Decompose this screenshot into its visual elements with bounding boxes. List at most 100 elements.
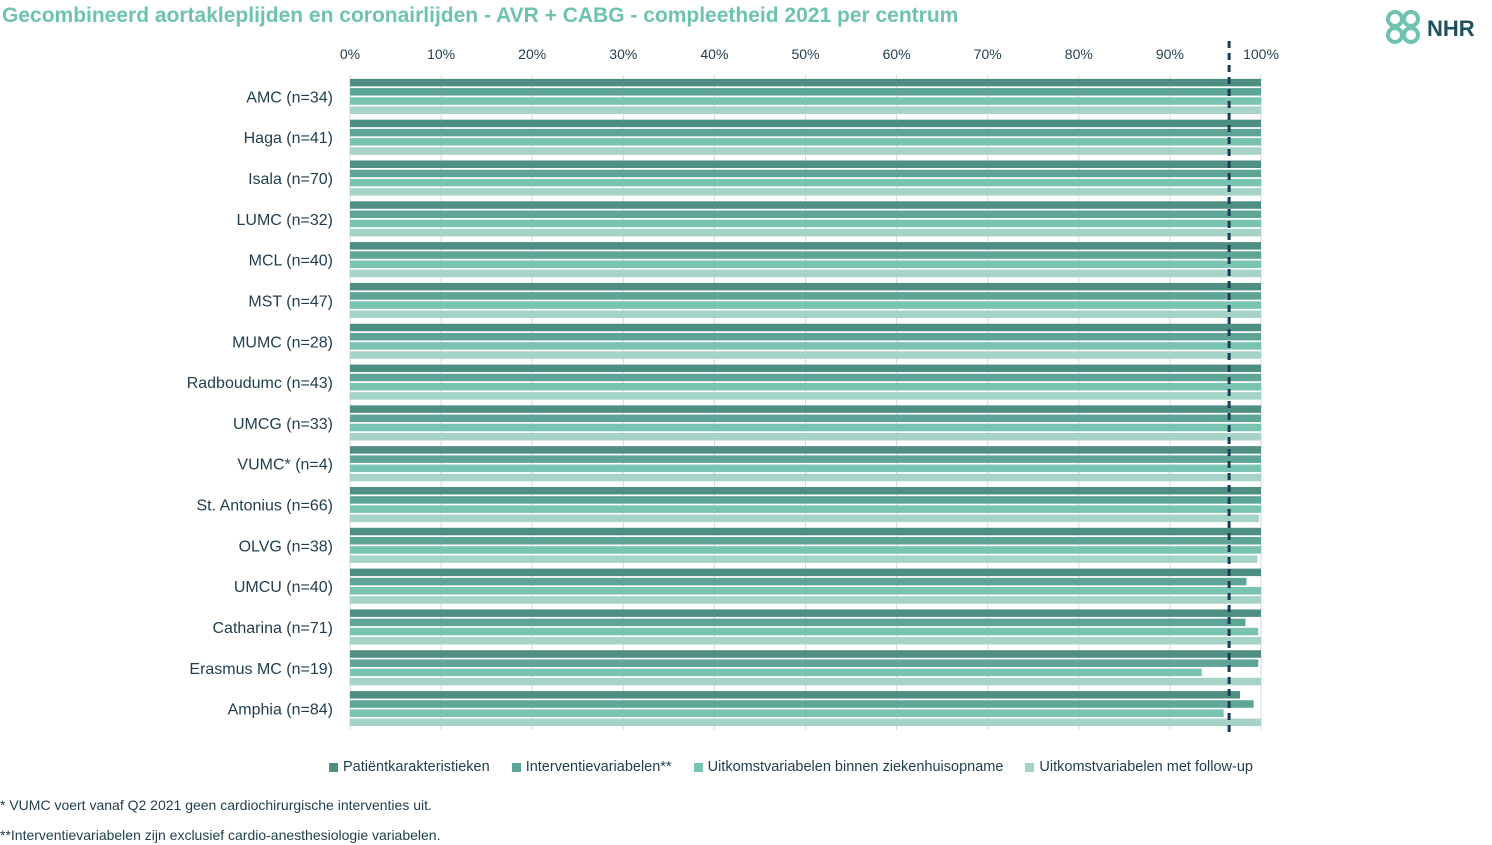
category-label: MST (n=47) <box>248 293 333 310</box>
bars <box>350 78 1261 727</box>
bar <box>350 119 1261 128</box>
x-tick-label: 70% <box>974 46 1002 62</box>
bar <box>350 700 1254 708</box>
category-label: Haga (n=41) <box>244 130 333 147</box>
bar <box>350 568 1261 577</box>
category-labels: AMC (n=34) Haga (n=41) Isala (n=70) LUMC (n… <box>187 89 333 718</box>
footnote-interventie: **Interventievariabelen zijn exclusief c… <box>0 827 441 843</box>
legend-item: Interventievariabelen** <box>511 759 672 775</box>
legend-label: Patiëntkarakteristieken <box>343 759 490 775</box>
bar <box>350 106 1261 114</box>
footnote-vumc: * VUMC voert vanaf Q2 2021 geen cardioch… <box>0 797 432 813</box>
bar <box>350 709 1224 717</box>
category-label: UMCG (n=33) <box>233 416 333 433</box>
legend-label: Uitkomstvariabelen met follow-up <box>1039 759 1253 775</box>
bar <box>350 718 1261 727</box>
bar <box>350 527 1261 536</box>
x-tick-labels: 0% 10% 20% 30% 40% 50% 60% 70% 80% 90% 100% <box>340 46 1279 62</box>
bar <box>350 546 1261 554</box>
bar <box>350 414 1261 423</box>
bar <box>350 88 1261 96</box>
bar <box>350 627 1259 636</box>
bar <box>350 446 1261 454</box>
category-label: Radboudumc (n=43) <box>187 375 333 392</box>
bar <box>350 432 1261 441</box>
legend-item: Uitkomstvariabelen met follow-up <box>1025 759 1253 775</box>
legend-label: Interventievariabelen** <box>525 759 672 775</box>
category-label: AMC (n=34) <box>246 89 333 106</box>
category-label: Erasmus MC (n=19) <box>189 661 333 678</box>
bar <box>350 364 1261 373</box>
x-tick-label: 10% <box>427 46 455 62</box>
legend-swatch <box>693 762 703 772</box>
chart-title: Gecombineerd aortakleplijden en coronair… <box>2 4 959 27</box>
bar <box>350 464 1261 473</box>
x-tick-label: 30% <box>609 46 637 62</box>
category-label: Catharina (n=71) <box>212 620 333 637</box>
bar <box>350 659 1259 667</box>
bar <box>350 505 1261 513</box>
category-label: Isala (n=70) <box>248 171 333 188</box>
bar <box>350 668 1202 677</box>
bar <box>350 178 1261 187</box>
category-label: OLVG (n=38) <box>239 538 333 555</box>
category-label: MUMC (n=28) <box>232 334 333 351</box>
bar <box>350 128 1261 137</box>
bar <box>350 201 1261 209</box>
bar <box>350 637 1261 645</box>
x-tick-label: 90% <box>1156 46 1184 62</box>
x-tick-label: 0% <box>340 46 360 62</box>
bar <box>350 486 1261 495</box>
bar <box>350 555 1258 563</box>
legend-label: Uitkomstvariabelen binnen ziekenhuisopna… <box>707 759 1004 775</box>
bar <box>350 596 1261 604</box>
bar <box>350 577 1247 586</box>
bar <box>350 160 1261 168</box>
bar <box>350 618 1246 627</box>
x-tick-label: 20% <box>518 46 546 62</box>
bar <box>350 269 1261 278</box>
x-tick-label: 40% <box>700 46 728 62</box>
category-label: St. Antonius (n=66) <box>196 498 333 515</box>
bar <box>350 342 1261 350</box>
bar <box>350 228 1261 237</box>
bar <box>350 609 1261 617</box>
legend-swatch <box>511 762 521 772</box>
category-label: LUMC (n=32) <box>237 212 333 229</box>
bar <box>350 691 1241 699</box>
category-label: Amphia (n=84) <box>228 702 333 719</box>
legend-swatch <box>1025 762 1035 772</box>
x-tick-label: 50% <box>791 46 819 62</box>
bar <box>350 473 1261 482</box>
bar <box>350 332 1261 341</box>
bar <box>350 677 1261 686</box>
bar <box>350 351 1261 359</box>
bar <box>350 251 1261 259</box>
legend-swatch <box>329 762 338 772</box>
bar <box>350 536 1261 545</box>
bar <box>350 97 1261 105</box>
category-label: MCL (n=40) <box>249 253 333 270</box>
bar <box>350 282 1261 291</box>
category-label: VUMC* (n=4) <box>237 457 333 474</box>
category-label: UMCU (n=40) <box>234 579 333 596</box>
bar-chart: 0% 10% 20% 30% 40% 50% 60% 70% 80% 90% 100% AMC (n… <box>187 41 1279 733</box>
bar <box>350 210 1261 218</box>
bar <box>350 188 1261 196</box>
bar <box>350 323 1261 332</box>
legend-item: Patiëntkarakteristieken <box>329 759 490 775</box>
x-tick-label: 100% <box>1243 46 1279 62</box>
bar <box>350 242 1261 250</box>
nhr-logo: NHR <box>1386 10 1475 44</box>
bar <box>350 382 1261 391</box>
legend: Patiëntkarakteristieken Interventievariab… <box>0 759 1492 775</box>
nhr-logo-icon <box>1386 10 1420 44</box>
x-tick-label: 80% <box>1065 46 1093 62</box>
bar <box>350 392 1261 400</box>
nhr-logo-text: NHR <box>1427 16 1475 41</box>
bar <box>350 138 1261 146</box>
bar <box>350 423 1261 432</box>
bar <box>350 219 1261 228</box>
bar <box>350 310 1261 319</box>
bar <box>350 78 1261 87</box>
